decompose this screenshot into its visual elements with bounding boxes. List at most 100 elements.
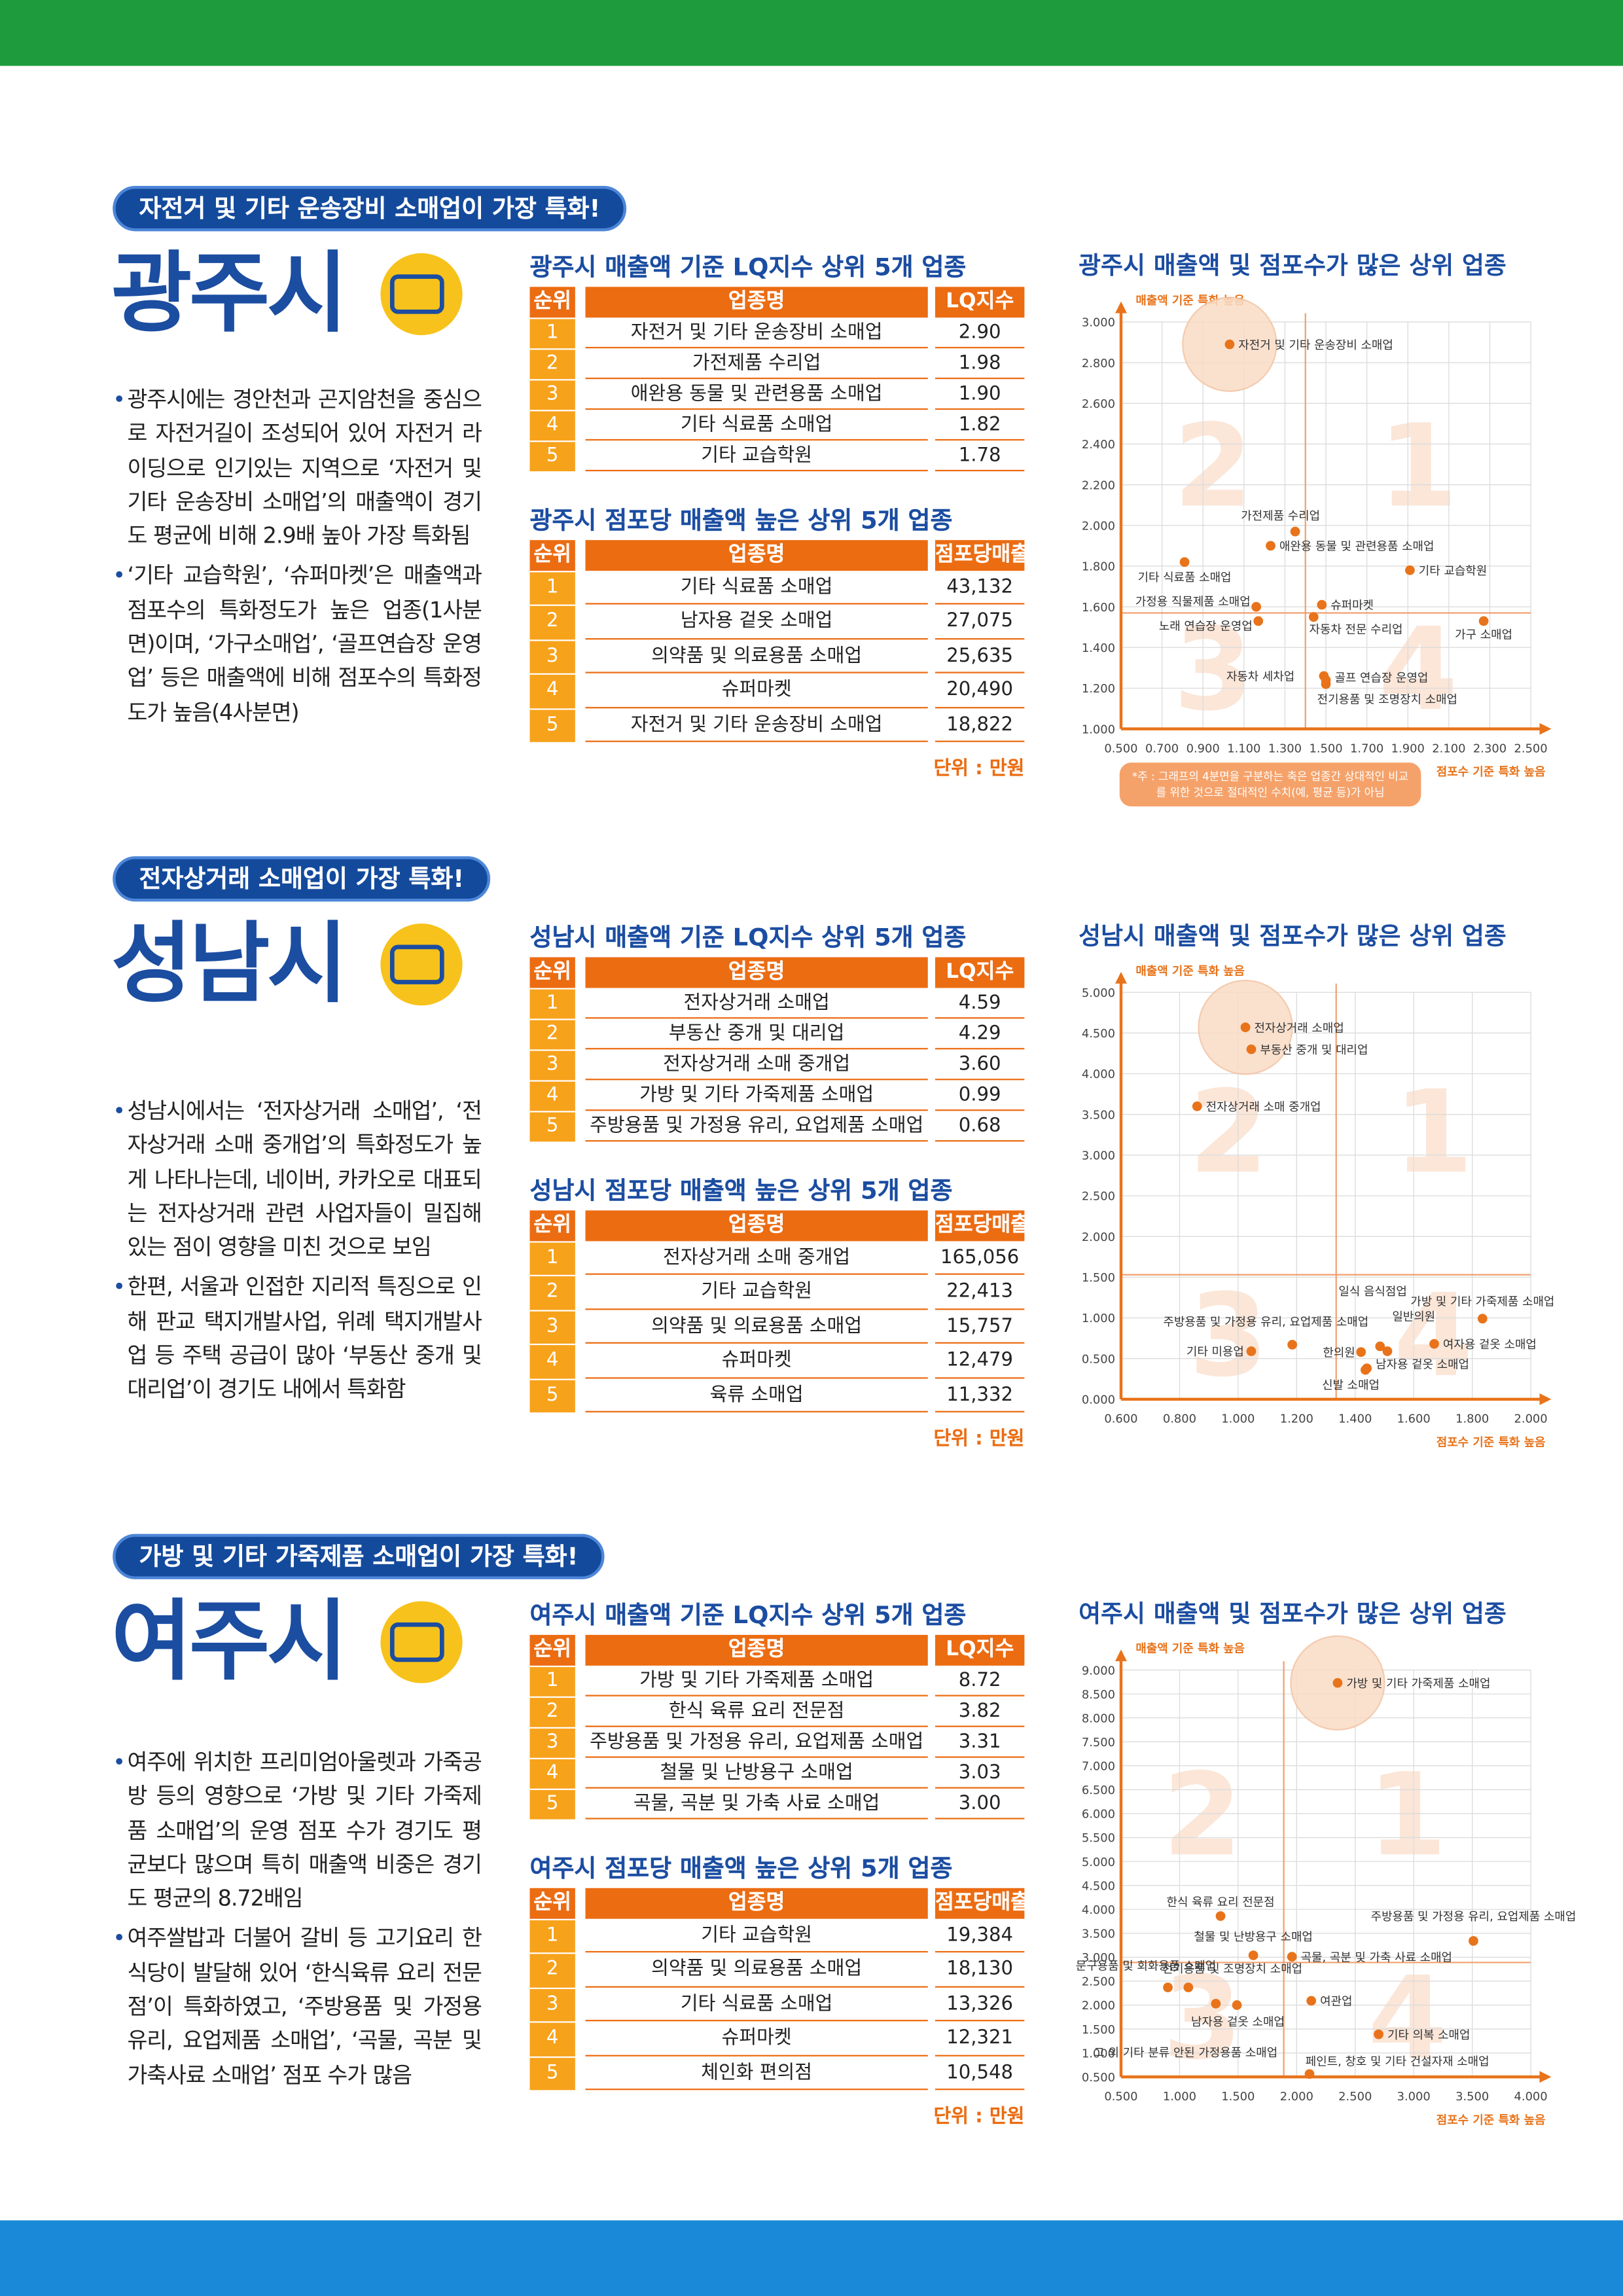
point: [1179, 557, 1190, 567]
table-cell: 5: [529, 1112, 575, 1142]
city-icon: [380, 253, 463, 336]
point-label: 자전거 및 기타 운송장비 소매업: [1238, 338, 1393, 352]
icon-shape: [389, 274, 444, 314]
table-header: 순위: [529, 1888, 575, 1919]
table-cell: 18,822: [935, 709, 1025, 742]
quadrant-number: 3: [1189, 1270, 1268, 1403]
y-tick-label: 4.500: [1082, 1027, 1115, 1041]
table-cell: 의약품 및 의료용품 소매업: [585, 641, 928, 674]
bullet: 한편, 서울과 인접한 지리적 특징으로 인해 판교 택지개발사업, 위례 택지…: [113, 1271, 482, 1407]
x-tick-label: 1.500: [1309, 742, 1342, 755]
bottom-bar: [0, 2220, 1623, 2296]
unit-label: 단위 : 만원: [933, 2106, 1025, 2128]
scatter-chart: 광주시 매출액 및 점포수가 많은 상위 업종 12 3 4 0.500 0.700 0.9…: [1079, 251, 1552, 779]
table-header: LQ지수: [935, 957, 1025, 988]
table-cell: 5: [529, 442, 575, 472]
table-cell: 1.90: [935, 380, 1025, 410]
table-cell: 4.59: [935, 990, 1025, 1019]
point-label: 일식 음식점업: [1338, 1285, 1406, 1299]
table-title: 광주시 점포당 매출액 높은 상위 5개 업종: [529, 506, 953, 535]
table-cell: 의약품 및 의료용품 소매업: [585, 1311, 928, 1344]
table-header: LQ지수: [935, 287, 1025, 318]
point: [1306, 1996, 1317, 2006]
point: [1429, 1338, 1439, 1349]
y-tick-label: 2.400: [1082, 438, 1115, 452]
table-cell: 4: [529, 1345, 575, 1378]
x-tick-label: 2.500: [1338, 2090, 1372, 2104]
quadrant-number: 2: [1173, 400, 1253, 533]
table-cell: 전자상거래 소매 중개업: [585, 1243, 928, 1276]
x-tick-label: 1.200: [1280, 1412, 1313, 1426]
y-tick-label: 3.500: [1082, 1108, 1115, 1122]
table-cell: 남자용 겉옷 소매업: [585, 607, 928, 639]
point: [1232, 2000, 1242, 2010]
x-tick-label: 3.000: [1397, 2090, 1431, 2104]
table-cell: 슈퍼마켓: [585, 1346, 928, 1378]
table-cell: 2: [529, 1276, 575, 1310]
quadrant-number: 2: [1163, 1749, 1242, 1882]
table-title: 여주시 매출액 기준 LQ지수 상위 5개 업종: [529, 1601, 967, 1629]
table-header: 점포당매출액: [935, 1888, 1048, 1919]
city-name: 성남시: [111, 913, 348, 1016]
point-label: 한의원: [1323, 1346, 1355, 1359]
icon-shape: [389, 944, 444, 984]
table-header: 업종명: [585, 1634, 928, 1666]
point: [1211, 1998, 1221, 2009]
table-cell: 한식 육류 요리 전문점: [585, 1698, 928, 1727]
table-header: 업종명: [585, 957, 928, 988]
point: [1248, 1950, 1258, 1960]
point: [1163, 1982, 1173, 1992]
point-label: 남자용 겉옷 소매업: [1191, 2015, 1285, 2029]
point-label: 자동차 전문 수리업: [1310, 622, 1403, 636]
chart-title: 광주시 매출액 및 점포수가 많은 상위 업종: [1079, 251, 1507, 279]
table-cell: 3.82: [935, 1698, 1025, 1727]
table-cell: 19,384: [935, 1920, 1025, 1954]
quadrant-number: 4: [1378, 603, 1457, 736]
icon-shape: [389, 1622, 444, 1662]
table-cell: 전자상거래 소매업: [585, 990, 928, 1019]
point: [1240, 1022, 1251, 1033]
scatter-chart: 여주시 매출액 및 점포수가 많은 상위 업종 12 3 4 0.500 1.000 1.5…: [1076, 1600, 1576, 2127]
y-tick-label: 3.000: [1082, 1951, 1115, 1965]
table-cell: 주방용품 및 가정용 유리, 요업제품 소매업: [585, 1729, 928, 1758]
point-label: 전자상거래 소매 중개업: [1206, 1100, 1321, 1114]
table-cell: 5: [529, 1789, 575, 1820]
point-label: 여자용 겉옷 소매업: [1443, 1338, 1537, 1352]
table-cell: 18,130: [935, 1954, 1025, 1988]
table-cell: 0.68: [935, 1113, 1025, 1142]
y-tick-label: 2.000: [1082, 1230, 1115, 1244]
table-cell: 3.31: [935, 1729, 1025, 1758]
table-cell: 3: [529, 641, 575, 674]
x-tick-label: 4.000: [1514, 2090, 1548, 2104]
y-tick-label: 6.000: [1082, 1808, 1115, 1821]
table-cell: 의약품 및 의료용품 소매업: [585, 1954, 928, 1988]
point: [1469, 1936, 1478, 1946]
point: [1374, 2029, 1383, 2039]
table-cell: 애완용 동물 및 관련용품 소매업: [585, 380, 928, 410]
y-tick-label: 2.500: [1082, 1975, 1115, 1989]
point-label: 부동산 중개 및 대리업: [1260, 1043, 1368, 1057]
table-cell: 3.00: [935, 1790, 1025, 1820]
y-tick-label: 7.000: [1082, 1760, 1115, 1774]
point-label: 가구 소매업: [1455, 628, 1512, 642]
table-cell: 1.78: [935, 442, 1025, 472]
quadrant-number: 3: [1173, 603, 1253, 736]
point-label: 전자상거래 소매업: [1254, 1021, 1344, 1035]
y-arrow: [1115, 301, 1127, 314]
y-tick-label: 2.800: [1082, 357, 1115, 370]
point: [1332, 1677, 1343, 1688]
bullet-list: 여주에 위치한 프리미엄아울렛과 가죽공방 등의 영향으로 ‘가방 및 기타 가…: [113, 1746, 482, 2099]
table-cell: 1: [529, 989, 575, 1019]
table-cell: 4: [529, 2022, 575, 2056]
table-cell: 곡물, 곡분 및 가축 사료 소매업: [585, 1790, 928, 1820]
y-tick-label: 3.500: [1082, 1928, 1115, 1941]
y-tick-label: 3.000: [1082, 316, 1115, 330]
chart-title: 여주시 매출액 및 점포수가 많은 상위 업종: [1079, 1600, 1507, 1628]
table-cell: 2: [529, 1698, 575, 1727]
table-title: 성남시 점포당 매출액 높은 상위 5개 업종: [529, 1176, 953, 1205]
table-cell: 2: [529, 606, 575, 639]
y-tick-label: 2.000: [1082, 520, 1115, 533]
table-cell: 3: [529, 380, 575, 410]
table-header: LQ지수: [935, 1634, 1025, 1666]
